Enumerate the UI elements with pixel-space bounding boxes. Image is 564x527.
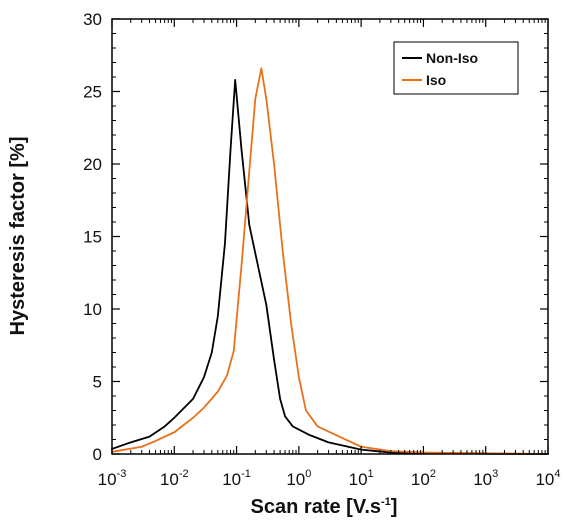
y-tick-label: 15: [83, 228, 102, 247]
x-axis-title: Scan rate [V.s-1]: [251, 496, 398, 518]
y-tick-label: 30: [83, 10, 102, 29]
x-tick-label: 10-1: [222, 468, 251, 489]
y-axis-title: Hysteresis factor [%]: [7, 137, 29, 336]
legend: Non-Iso Iso: [393, 41, 519, 95]
y-tick-label: 25: [83, 83, 102, 102]
y-tick-label: 5: [93, 373, 102, 392]
x-tick-label: 103: [473, 468, 498, 489]
series-line-iso: [111, 67, 549, 455]
y-tick-label: 10: [83, 300, 102, 319]
y-tick-label: 20: [83, 155, 102, 174]
x-tick-label: 101: [349, 468, 374, 489]
series-line-non-iso: [111, 79, 549, 455]
x-tick-label: 10-3: [98, 468, 127, 489]
chart-marks: [111, 67, 549, 455]
x-tick-label: 104: [535, 468, 560, 489]
x-tick-label: 10-2: [160, 468, 189, 489]
legend-label: Iso: [426, 72, 446, 88]
chart-axes: 0 5 10 15 20 25 30 10-3 10-2 10-1 100 101 102 103 104: [83, 10, 560, 489]
legend-box: [393, 41, 519, 95]
x-tick-label: 102: [411, 468, 436, 489]
y-tick-label: 0: [93, 445, 102, 464]
x-tick-label: 100: [286, 468, 311, 489]
legend-label: Non-Iso: [426, 50, 478, 66]
